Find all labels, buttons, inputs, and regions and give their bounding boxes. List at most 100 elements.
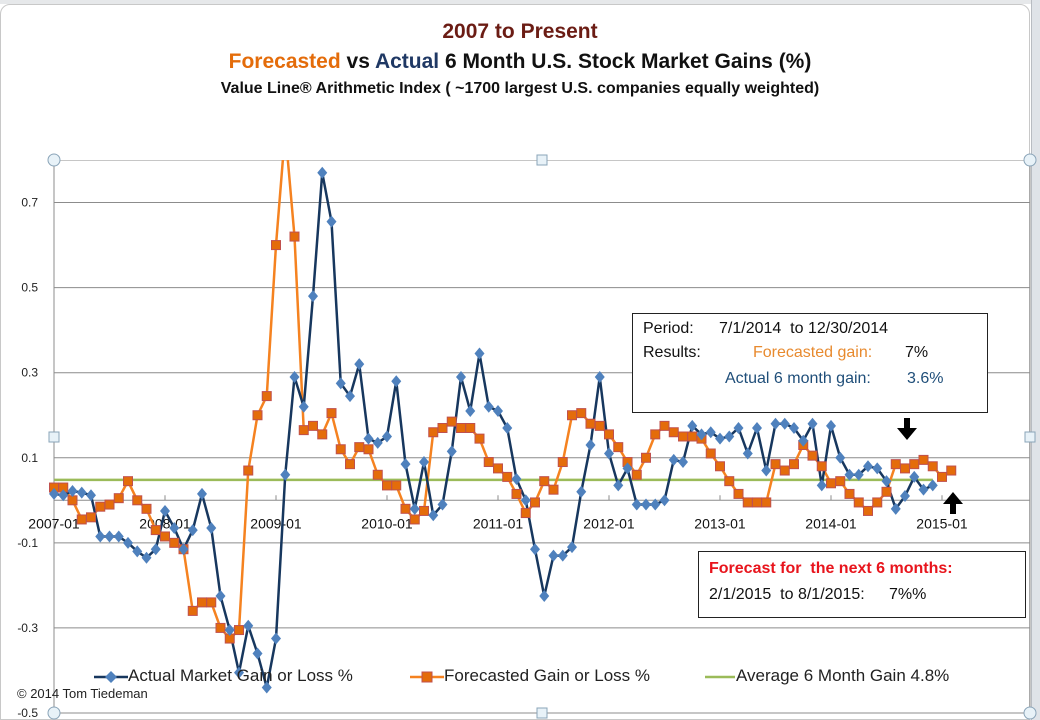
selection-handles (47, 153, 1037, 720)
y-tick-label: -0.1 (17, 536, 38, 550)
forecast-point (104, 499, 115, 510)
forecast-box: Forecast for the next 6 months: 2/1/2015… (698, 551, 1026, 618)
forecast-point (465, 422, 476, 433)
resize-handle-side (536, 154, 548, 166)
forecast-point (724, 476, 735, 487)
actual-point (890, 502, 901, 515)
actual-gain-value: 3.6% (907, 370, 944, 387)
forecast-gain-value: 7% (905, 344, 929, 361)
actual-point (400, 458, 411, 471)
actual-point (530, 543, 540, 556)
actual-point (724, 430, 735, 443)
actual-point (465, 404, 476, 417)
forecast-point (539, 476, 550, 487)
x-tick-label: 2012-01 (583, 515, 635, 531)
forecast-point (446, 416, 457, 427)
actual-point (372, 436, 383, 449)
forecast-point (187, 605, 198, 616)
actual-point (918, 483, 929, 496)
forecast-point (557, 457, 568, 468)
forecast-point (520, 508, 531, 519)
forecast-point (317, 429, 328, 440)
actual-point (354, 358, 365, 371)
actual-point (187, 524, 198, 537)
forecast-point (594, 420, 605, 431)
forecast-point (511, 488, 522, 499)
actual-point (761, 464, 772, 477)
y-tick-label: 0.1 (21, 451, 38, 465)
forecast-point (835, 476, 846, 487)
x-tick-labels: 2007-01 2008-01 2009-01 2010-01 2011-01 2012-… (28, 495, 968, 531)
forecast-point (354, 442, 365, 453)
actual-point (437, 498, 448, 511)
x-tick-label: 2011-01 (473, 515, 524, 531)
forecast-point (345, 459, 355, 470)
forecast-point (428, 427, 439, 438)
forecast-point (826, 478, 836, 489)
actual-point (308, 290, 318, 303)
resize-handle-corner (1023, 706, 1037, 720)
actual-point (49, 487, 59, 500)
forecast-point (123, 476, 133, 487)
forecast-point (419, 505, 429, 516)
forecast-point (132, 495, 143, 506)
actual-point (548, 549, 559, 562)
forecast-point (261, 391, 272, 402)
chart-subtitle: Value Line® Arithmetic Index ( ~1700 lar… (220, 80, 820, 97)
actual-point (317, 166, 328, 179)
period-label: Period: (643, 320, 694, 337)
actual-point (742, 447, 753, 460)
forecast-point (687, 431, 698, 442)
forecast-period: 2/1/2015 to 8/1/2015: (709, 586, 865, 603)
arrow-up-icon (943, 492, 963, 514)
forecast-point (733, 488, 744, 499)
forecast-point (770, 459, 781, 470)
actual-point (169, 521, 180, 534)
actual-point (900, 490, 910, 503)
title-rest: 6 Month U.S. Stock Market Gains (%) (439, 50, 812, 73)
scrollbar[interactable] (1031, 0, 1040, 720)
actual-point (585, 439, 596, 452)
forecast-point (816, 461, 827, 472)
forecast-point (548, 484, 559, 495)
title-vs: vs (340, 50, 375, 73)
actual-point (927, 479, 938, 492)
actual-point (67, 484, 78, 497)
actual-point (289, 370, 300, 383)
forecast-point (872, 497, 883, 508)
forecast-point (437, 422, 448, 433)
forecast-point (67, 495, 78, 506)
forecast-point (363, 444, 374, 455)
forecast-point (900, 463, 910, 474)
actual-point (668, 453, 679, 466)
forecast-point (761, 497, 772, 508)
forecast-point (206, 597, 217, 608)
x-tick-label: 2008-01 (139, 515, 191, 531)
resize-handle-corner (47, 153, 61, 167)
forecast-point (169, 537, 180, 548)
actual-point (705, 426, 716, 439)
forecast-point (752, 497, 762, 508)
actual-point (58, 489, 69, 502)
actual-point (335, 377, 346, 390)
forecast-point (95, 501, 106, 512)
arrow-down-icon (897, 418, 917, 440)
forecast-point (160, 531, 170, 542)
forecast-point (946, 465, 957, 476)
forecast-point (382, 480, 392, 491)
forecast-point (863, 505, 873, 516)
actual-point (261, 681, 272, 694)
title-actual: Actual (374, 50, 440, 73)
forecast-point (252, 410, 263, 421)
window-top-bar (0, 0, 1040, 4)
actual-point (502, 421, 513, 434)
forecast-point (243, 465, 254, 476)
forecast-point (289, 231, 300, 242)
actual-point (298, 400, 309, 413)
actual-point (382, 430, 392, 443)
actual-point (798, 434, 809, 447)
actual-point (816, 479, 827, 492)
forecast-gain-label: Forecasted gain: (753, 344, 873, 361)
actual-point (752, 421, 762, 434)
legend-average: Average 6 Month Gain 4.8% (736, 666, 950, 685)
